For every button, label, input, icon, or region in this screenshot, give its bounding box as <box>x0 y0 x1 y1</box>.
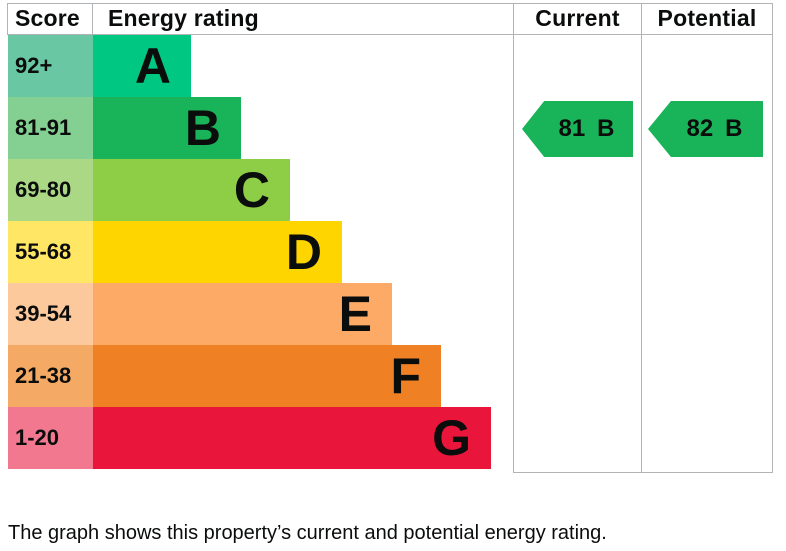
table-right-border <box>772 3 773 473</box>
band-row-f: 21-38 F <box>8 345 772 407</box>
band-row-b: 81-91 B <box>8 97 772 159</box>
band-score-cell: 21-38 <box>8 345 93 407</box>
band-letter: A <box>134 38 171 94</box>
current-rating-band: B <box>597 115 615 142</box>
current-column-divider <box>513 3 514 473</box>
score-column-header: Score <box>15 5 80 31</box>
current-rating-arrow: 81 B <box>522 101 633 157</box>
band-score-cell: 81-91 <box>8 97 93 159</box>
table-left-border <box>7 3 8 34</box>
header-bottom-border <box>7 34 773 35</box>
band-letter: F <box>390 348 421 404</box>
band-letter: E <box>338 286 372 342</box>
table-bottom-border <box>513 472 773 473</box>
band-bar: D <box>93 221 342 283</box>
potential-rating-band: B <box>725 115 743 142</box>
band-bar: G <box>93 407 491 469</box>
band-row-c: 69-80 C <box>8 159 772 221</box>
potential-rating-arrow: 82 B <box>648 101 763 157</box>
potential-column-divider <box>641 3 642 473</box>
band-row-a: 92+ A <box>8 35 772 97</box>
table-top-border <box>7 3 773 4</box>
band-bar: A <box>93 35 191 97</box>
current-rating-value: 81 <box>558 115 586 142</box>
band-letter: B <box>184 100 221 156</box>
band-bar: E <box>93 283 392 345</box>
band-letter: G <box>432 410 471 466</box>
band-bar: C <box>93 159 290 221</box>
potential-rating-value: 82 <box>686 115 714 142</box>
band-score-cell: 39-54 <box>8 283 93 345</box>
score-column-divider <box>92 3 93 34</box>
band-bar: F <box>93 345 441 407</box>
band-row-d: 55-68 D <box>8 221 772 283</box>
band-score-cell: 92+ <box>8 35 93 97</box>
band-score-cell: 69-80 <box>8 159 93 221</box>
band-score-cell: 55-68 <box>8 221 93 283</box>
band-bar: B <box>93 97 241 159</box>
band-row-e: 39-54 E <box>8 283 772 345</box>
band-score-cell: 1-20 <box>8 407 93 469</box>
potential-column-header: Potential <box>657 5 757 31</box>
band-row-g: 1-20 G <box>8 407 772 469</box>
band-letter: C <box>233 162 270 218</box>
current-column-header: Current <box>535 5 620 31</box>
band-letter: D <box>285 224 322 280</box>
chart-caption: The graph shows this property’s current … <box>8 522 607 544</box>
energy-rating-column-header: Energy rating <box>108 5 259 31</box>
